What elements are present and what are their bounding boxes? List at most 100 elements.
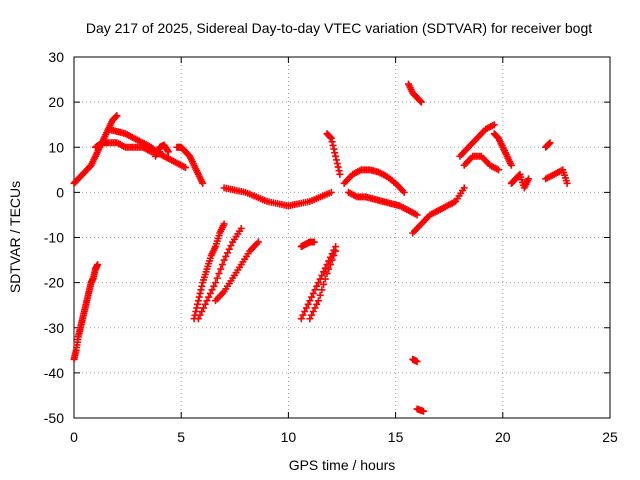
data-point: [212, 279, 220, 287]
series-arc-22: [542, 139, 554, 151]
x-tick-label: 0: [70, 429, 78, 445]
series-arc-5-6: [173, 143, 207, 187]
series-arc-16-bottom: [413, 405, 427, 415]
data-point: [417, 98, 425, 106]
data-point: [400, 188, 408, 196]
data-point: [310, 238, 318, 246]
x-tick-label: 5: [177, 429, 185, 445]
data-point: [308, 311, 316, 319]
data-point: [416, 97, 424, 105]
data-point: [193, 300, 201, 308]
series-arc-12-14: [323, 130, 344, 178]
data-point: [199, 304, 207, 312]
data-point: [195, 293, 203, 301]
data-point: [215, 270, 223, 278]
data-point: [314, 279, 322, 287]
data-point: [326, 261, 334, 269]
y-tick-label: 30: [48, 49, 64, 65]
data-point: [198, 282, 206, 290]
data-point: [192, 308, 200, 316]
data-point: [213, 274, 221, 282]
series-arc-22-23: [542, 166, 571, 187]
series-arc-6-7-steep: [190, 220, 228, 323]
series-arc-20-21: [490, 130, 515, 169]
grid: [74, 57, 610, 418]
data-point: [545, 140, 553, 148]
data-point: [217, 265, 225, 273]
y-tick-label: -40: [44, 365, 64, 381]
series-arc-7-12-flat: [220, 184, 335, 210]
series-arc-10-11-small: [297, 238, 318, 251]
data-point: [113, 112, 121, 120]
data-point: [94, 261, 102, 269]
y-tick-label: -10: [44, 230, 64, 246]
data-point: [329, 141, 337, 149]
series-arc-20-21-cluster: [507, 170, 533, 192]
data-point: [299, 311, 307, 319]
data-point: [336, 170, 344, 178]
data-point: [326, 133, 334, 141]
y-axis-label: SDTVAR / TECUs: [7, 181, 23, 293]
data-point: [309, 308, 317, 316]
data-point: [199, 179, 207, 187]
series-arc-low-start: [70, 261, 102, 363]
data-point: [313, 300, 321, 308]
data-point: [224, 249, 232, 257]
series-arc-hump-4: [151, 141, 172, 160]
data-point: [220, 256, 228, 264]
data-point: [546, 139, 554, 147]
data-point: [308, 293, 316, 301]
y-tick-label: -20: [44, 275, 64, 291]
data-point: [325, 257, 333, 265]
data-point: [201, 300, 209, 308]
data-point: [222, 252, 230, 260]
data-point: [318, 286, 326, 294]
data-point: [413, 358, 421, 366]
data-point: [304, 300, 312, 308]
series-arc-7-9: [212, 238, 262, 305]
data-point: [321, 275, 329, 283]
series-arc-18-20-lower: [460, 152, 503, 174]
data-point: [325, 265, 333, 273]
x-tick-label: 15: [388, 429, 404, 445]
data-point: [333, 159, 341, 167]
data-point: [331, 149, 339, 157]
y-tick-label: 10: [48, 139, 64, 155]
x-tick-label: 20: [495, 429, 511, 445]
data-point: [327, 134, 335, 142]
data-point: [205, 293, 213, 301]
data-point: [330, 252, 338, 260]
y-tick-label: 0: [56, 184, 64, 200]
data-point: [320, 280, 328, 288]
data-point: [301, 308, 309, 316]
data-point: [227, 242, 235, 250]
data-point: [330, 145, 338, 153]
data-point: [181, 164, 189, 172]
y-tick-label: -50: [44, 410, 64, 426]
data-point: [321, 264, 329, 272]
data-point: [254, 238, 262, 246]
data-point: [318, 271, 326, 279]
data-point: [525, 175, 533, 183]
data-point: [311, 286, 319, 294]
data-point: [112, 113, 120, 121]
data-point: [328, 256, 336, 264]
y-tick-label: -30: [44, 320, 64, 336]
y-tick-label: 20: [48, 94, 64, 110]
x-tick-label: 10: [281, 429, 297, 445]
series-arc-16-spike: [404, 80, 425, 106]
data-point: [507, 161, 515, 169]
series-arc-16-low: [409, 355, 421, 366]
data-point: [208, 286, 216, 294]
data-point: [413, 211, 421, 219]
data-point: [302, 304, 310, 312]
data-point: [297, 315, 305, 323]
data-point: [334, 163, 342, 171]
data-point: [237, 224, 245, 232]
series-arc-11-12-b: [306, 247, 340, 323]
data-point: [311, 304, 319, 312]
data-point: [313, 282, 321, 290]
data-point: [335, 167, 343, 175]
data-point: [490, 121, 498, 129]
